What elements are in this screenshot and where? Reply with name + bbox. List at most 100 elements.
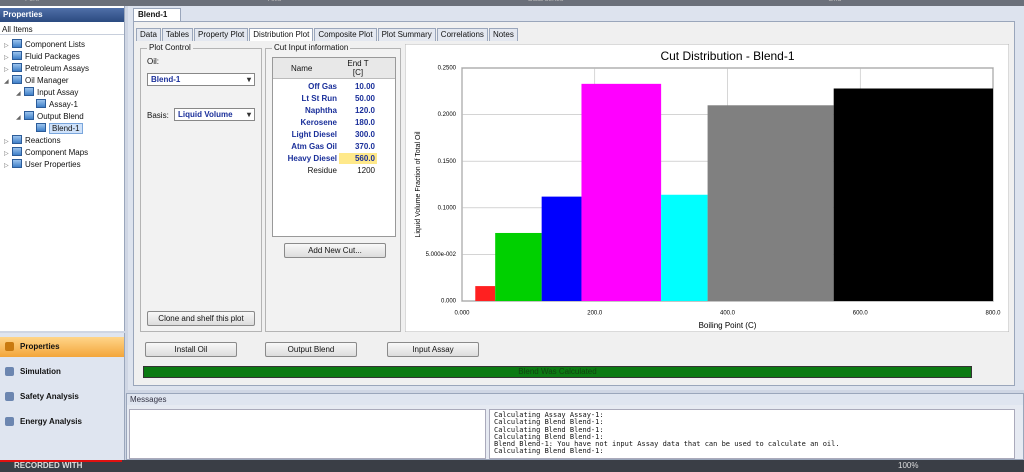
nav-icon: [5, 417, 14, 426]
tree-label: Assay-1: [49, 100, 78, 109]
ribbon-label: Axis: [268, 0, 281, 3]
tree-label: Reactions: [25, 136, 61, 145]
clone-button[interactable]: Clone and shelf this plot: [147, 311, 255, 326]
x-axis-label: Boiling Point (C): [699, 321, 757, 330]
messages-left: [129, 409, 486, 459]
cut-name: Naphtha: [305, 106, 337, 115]
tree-item[interactable]: ▷ User Properties: [4, 159, 81, 170]
tree-item[interactable]: ▷ Fluid Packages: [4, 51, 80, 62]
nav-item[interactable]: Simulation: [0, 362, 124, 382]
cut-end-temp[interactable]: 50.00: [354, 94, 375, 103]
cut-end-temp[interactable]: 120.0: [354, 106, 375, 115]
cut-name: Light Diesel: [291, 130, 337, 139]
nav-icon: [5, 342, 14, 351]
cut-name: Heavy Diesel: [287, 154, 337, 163]
message-line: Calculating Blend Blend-1:: [494, 425, 604, 434]
y-axis-label: Liquid Volume Fraction of Total Oil: [415, 131, 422, 238]
button-row: Install Oil Output Blend Input Assay: [140, 342, 500, 358]
nav-label: Energy Analysis: [20, 417, 82, 426]
document-tab[interactable]: Blend-1: [133, 8, 181, 21]
nav-item[interactable]: Properties: [0, 337, 124, 357]
action-button[interactable]: Install Oil: [145, 342, 237, 357]
tree-item[interactable]: ◢ Input Assay: [16, 87, 78, 98]
tab[interactable]: Data: [136, 28, 161, 41]
cut-end-temp[interactable]: 1200: [357, 166, 375, 175]
nav-item[interactable]: Energy Analysis: [0, 412, 124, 432]
expander: ◢: [4, 79, 9, 85]
tab[interactable]: Tables: [161, 28, 194, 41]
tab[interactable]: Correlations: [436, 28, 488, 41]
bar: [495, 232, 542, 301]
expander: ▷: [4, 43, 9, 49]
folder-icon: [24, 111, 34, 120]
x-tick-label: 0.000: [454, 311, 470, 317]
tree-item[interactable]: ◢ Oil Manager: [4, 75, 69, 86]
tree-label: Petroleum Assays: [25, 64, 90, 73]
tab[interactable]: Notes: [488, 28, 518, 41]
cut-name: Atm Gas Oil: [291, 142, 337, 151]
oil-value: Blend-1: [151, 75, 181, 84]
tree: ▷ Component Lists ▷ Fluid Packages ▷ Petroleu…: [0, 39, 124, 329]
nav-icon: [5, 392, 14, 401]
nav-label: Properties: [20, 342, 60, 351]
nav-label: Simulation: [20, 367, 61, 376]
messages-title: Messages: [127, 394, 1023, 405]
recorder-label: RECORDED WITH: [14, 461, 83, 470]
sidebar: Properties All Items ▷ Component Lists ▷ Fl…: [0, 6, 125, 331]
group-title: Cut Input information: [272, 43, 351, 52]
tree-label: Blend-1: [49, 123, 83, 134]
cut-end-temp[interactable]: 370.0: [354, 142, 375, 151]
y-tick-label: 0.2500: [438, 66, 457, 72]
cut-end-temp[interactable]: 300.0: [354, 130, 375, 139]
tab[interactable]: Property Plot: [194, 28, 249, 41]
ribbon-label: Data series: [528, 0, 563, 3]
folder-icon: [24, 87, 34, 96]
folder-icon: [12, 159, 22, 168]
cut-end-temp[interactable]: 560.0: [339, 153, 377, 164]
tree-label: Component Lists: [25, 40, 86, 49]
nav-label: Safety Analysis: [20, 392, 79, 401]
tab[interactable]: Distribution Plot: [249, 28, 314, 41]
expander: ▷: [4, 163, 9, 169]
chart: Cut Distribution - Blend-1 0.000 5.000e-00…: [405, 44, 1009, 332]
tree-item[interactable]: ▷ Component Maps: [4, 147, 88, 158]
tree-label: Input Assay: [37, 88, 79, 97]
inner-tabs: Data Tables Property Plot Distribution Plot…: [136, 28, 736, 41]
basis-label: Basis:: [147, 111, 169, 120]
nav-item[interactable]: Safety Analysis: [0, 387, 124, 407]
oil-dropdown[interactable]: Blend-1 ▾: [147, 73, 255, 86]
group-title: Plot Control: [147, 43, 193, 52]
cut-end-temp[interactable]: 10.00: [354, 82, 375, 91]
cut-name: Kerosene: [300, 118, 337, 127]
expander: ▷: [4, 67, 9, 73]
basis-dropdown[interactable]: Liquid Volume ▾: [174, 108, 255, 121]
zoom-label: 100%: [898, 461, 919, 470]
bar: [833, 88, 993, 301]
action-button[interactable]: Input Assay: [387, 342, 479, 357]
tree-item[interactable]: ▷ Component Lists: [4, 39, 85, 50]
add-cut-button[interactable]: Add New Cut...: [284, 243, 386, 258]
tree-label: Oil Manager: [25, 76, 69, 85]
tab[interactable]: Composite Plot: [314, 28, 377, 41]
tree-item[interactable]: ▷ Reactions: [4, 135, 61, 146]
tree-item[interactable]: Blend-1: [28, 123, 83, 134]
basis-value: Liquid Volume: [178, 110, 233, 119]
y-tick-label: 5.000e-002: [426, 252, 457, 258]
message-line: Calculating Assay Assay-1:: [494, 411, 604, 419]
filter-dropdown[interactable]: All Items: [0, 24, 124, 35]
cut-end-temp[interactable]: 180.0: [354, 118, 375, 127]
bar: [541, 196, 582, 301]
column-header: Name: [291, 64, 313, 73]
ribbon-label: Font: [25, 0, 39, 3]
tree-item[interactable]: ◢ Output Blend: [16, 111, 84, 122]
message-line: Calculating Blend Blend-1:: [494, 432, 604, 441]
action-button[interactable]: Output Blend: [265, 342, 357, 357]
tab[interactable]: Plot Summary: [377, 28, 436, 41]
tree-item[interactable]: ▷ Petroleum Assays: [4, 63, 89, 74]
tree-item[interactable]: Assay-1: [28, 99, 78, 110]
column-header: End T [C]: [347, 59, 369, 77]
folder-icon: [36, 99, 46, 108]
table-header: Name End T [C]: [273, 58, 395, 79]
sidebar-title: Properties: [0, 8, 124, 22]
